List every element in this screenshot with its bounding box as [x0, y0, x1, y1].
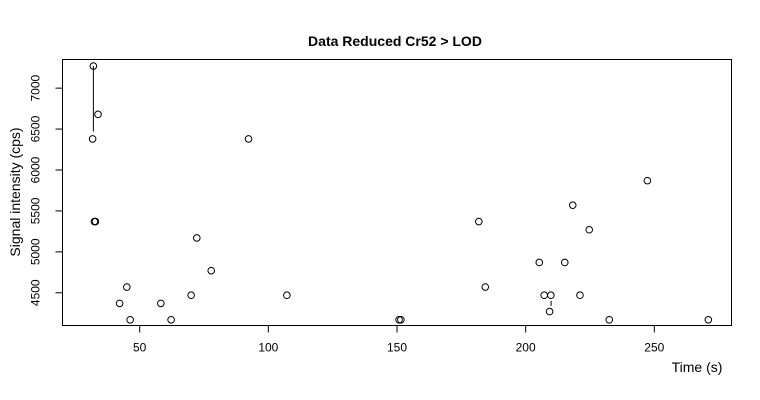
data-point-0 — [89, 62, 98, 70]
data-point-5 — [115, 299, 124, 308]
x-tick-label: 150 — [387, 341, 407, 355]
data-point-19 — [535, 258, 544, 267]
data-points-group — [88, 62, 713, 324]
data-point-6 — [123, 283, 131, 291]
data-point-1 — [94, 110, 102, 119]
y-tick-label: 7000 — [29, 74, 43, 101]
data-point-21 — [545, 307, 554, 316]
x-tick-label: 200 — [516, 341, 536, 355]
y-tick-label: 4500 — [29, 279, 43, 306]
y-tick-label: 5000 — [29, 238, 43, 265]
data-point-16 — [397, 315, 405, 324]
data-point-24 — [568, 201, 577, 209]
data-point-7 — [126, 315, 134, 324]
data-point-13 — [244, 135, 253, 143]
data-point-2 — [88, 135, 97, 143]
data-point-8 — [156, 299, 165, 308]
data-point-9 — [167, 315, 175, 324]
data-point-17 — [475, 217, 483, 226]
data-point-26 — [585, 225, 594, 234]
data-point-18 — [481, 283, 490, 291]
data-point-14 — [283, 291, 291, 300]
chart-title: Data Reduced Cr52 > LOD — [308, 33, 482, 49]
data-point-27 — [605, 315, 614, 324]
y-tick-label: 5500 — [29, 197, 43, 224]
x-tick-label: 50 — [133, 341, 147, 355]
data-point-4 — [91, 217, 100, 226]
x-axis-label: Time (s) — [672, 359, 723, 375]
y-axis: 4500 5000 5500 6000 6500 7000 — [29, 74, 63, 306]
data-point-25 — [576, 291, 584, 300]
data-point-22 — [547, 291, 555, 300]
data-point-10 — [187, 291, 195, 300]
y-axis-label: Signal intensity (cps) — [7, 127, 23, 256]
data-point-11 — [193, 234, 201, 242]
plot-frame — [62, 59, 732, 326]
data-point-23 — [560, 258, 569, 267]
data-point-29 — [704, 315, 713, 324]
x-tick-label: 100 — [258, 341, 278, 355]
x-axis: 50 100 150 200 250 — [133, 325, 665, 355]
data-point-20 — [540, 291, 548, 300]
y-tick-label: 6000 — [29, 156, 43, 183]
y-tick-label: 6500 — [29, 115, 43, 142]
data-point-12 — [207, 266, 216, 275]
data-point-28 — [643, 176, 652, 185]
x-tick-label: 250 — [644, 341, 664, 355]
